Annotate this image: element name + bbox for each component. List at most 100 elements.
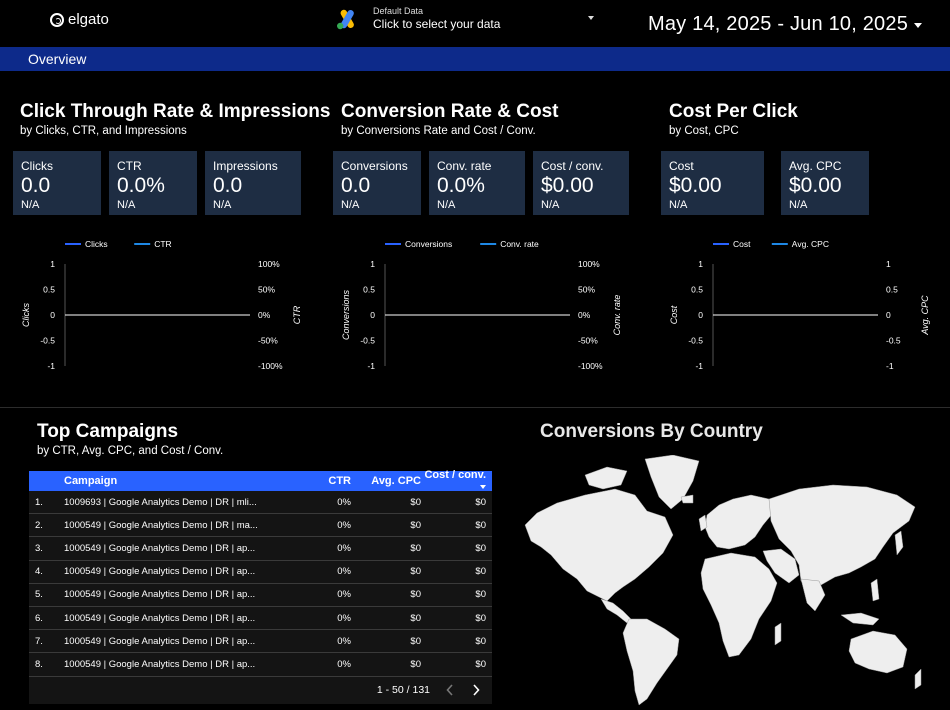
table-row[interactable]: 6. 1000549 | Google Analytics Demo | DR |…: [29, 606, 492, 631]
campaign-name: 1000549 | Google Analytics Demo | DR | m…: [64, 519, 289, 531]
avg-cpc-value: $0: [410, 658, 421, 670]
scorecard-delta: N/A: [117, 199, 136, 211]
clicks-ctr-chart: Clicks CTR 1 100% 0.5 50% 0 0% -0.5 -50% -1 -100% Cl…: [21, 239, 302, 371]
row-index: 7.: [35, 635, 43, 647]
map-region-madagascar: [774, 622, 782, 646]
world-map[interactable]: [523, 455, 923, 707]
data-source-caret-icon[interactable]: [588, 16, 594, 20]
scorecard-delta: N/A: [669, 199, 688, 211]
legend-label: Conv. rate: [500, 239, 539, 249]
cost-per-conv-value: $0: [475, 519, 486, 531]
chevron-left-icon: [446, 684, 453, 696]
ctr-value: 0%: [337, 519, 351, 531]
avg-cpc-value: $0: [410, 635, 421, 647]
scorecard-value: 0.0: [341, 174, 371, 197]
left-tick-label: 0: [370, 310, 375, 320]
right-tick-label: -1: [886, 361, 894, 371]
column-header-ctr[interactable]: CTR: [328, 475, 351, 487]
table-row[interactable]: 1. 1009693 | Google Analytics Demo | DR |…: [29, 491, 492, 515]
campaign-name: 1000549 | Google Analytics Demo | DR | a…: [64, 542, 289, 554]
left-tick-label: -0.5: [360, 336, 375, 346]
y-axis-title-right: Avg. CPC: [920, 295, 930, 336]
data-source-prompt[interactable]: Click to select your data: [373, 17, 501, 31]
ctr-value: 0%: [337, 496, 351, 508]
chevron-right-icon: [473, 684, 480, 696]
right-tick-label: 100%: [258, 259, 280, 269]
campaign-name: 1000549 | Google Analytics Demo | DR | a…: [64, 612, 289, 624]
scorecard-ctr: CTR 0.0% N/A: [109, 151, 197, 215]
right-tick-label: -50%: [258, 336, 278, 346]
page-nav: Overview: [0, 47, 950, 71]
section-title-map: Conversions By Country: [540, 421, 763, 442]
scorecard-cost-per-conv: Cost / conv. $0.00 N/A: [533, 151, 629, 215]
table-row[interactable]: 2. 1000549 | Google Analytics Demo | DR |…: [29, 514, 492, 538]
brand-name: elgato: [68, 11, 109, 28]
left-tick-label: -1: [367, 361, 375, 371]
right-tick-label: -100%: [578, 361, 603, 371]
scorecard-label: Clicks: [21, 159, 53, 173]
left-tick-label: -1: [695, 361, 703, 371]
scorecard-value: 0.0: [213, 174, 243, 197]
y-axis-title-left: Conversions: [341, 289, 351, 340]
section-subtitle-ctr: by Clicks, CTR, and Impressions: [20, 125, 187, 137]
ctr-value: 0%: [337, 542, 351, 554]
left-tick-label: 1: [698, 259, 703, 269]
section-title-cpc: Cost Per Click: [669, 101, 798, 122]
map-region-asia: [768, 484, 916, 596]
left-tick-label: 0.5: [43, 285, 55, 295]
sort-desc-icon: [480, 485, 486, 490]
table-row[interactable]: 3. 1000549 | Google Analytics Demo | DR |…: [29, 537, 492, 561]
column-header-campaign[interactable]: Campaign: [64, 475, 118, 487]
cost-per-conv-value: $0: [475, 496, 486, 508]
pagination-label: 1 - 50 / 131: [376, 684, 430, 696]
next-page-button[interactable]: [470, 683, 482, 697]
table-row[interactable]: 4. 1000549 | Google Analytics Demo | DR |…: [29, 560, 492, 584]
right-tick-label: 1: [886, 259, 891, 269]
left-tick-label: 0.5: [691, 285, 703, 295]
right-tick-label: 0%: [258, 310, 271, 320]
date-range-caret-icon[interactable]: [914, 23, 922, 28]
avg-cpc-value: $0: [410, 589, 421, 601]
right-tick-label: 50%: [258, 285, 275, 295]
cost-per-conv-value: $0: [475, 566, 486, 578]
right-tick-label: 0: [886, 310, 891, 320]
left-tick-label: -0.5: [688, 336, 703, 346]
campaign-name: 1000549 | Google Analytics Demo | DR | a…: [64, 658, 289, 670]
ctr-value: 0%: [337, 589, 351, 601]
conversions-rate-chart: Conversions Conv. rate 1 100% 0.5 50% 0 0% -0.5 -…: [341, 239, 622, 371]
y-axis-title-right: Conv. rate: [612, 295, 622, 336]
column-header-avg-cpc[interactable]: Avg. CPC: [371, 475, 421, 487]
section-title-campaigns: Top Campaigns: [37, 421, 179, 442]
scorecard-conv-rate: Conv. rate 0.0% N/A: [429, 151, 525, 215]
scorecard-value: $0.00: [669, 174, 722, 197]
legend-label: CTR: [154, 239, 171, 249]
scorecard-label: Cost / conv.: [541, 159, 604, 173]
scorecard-avg-cpc: Avg. CPC $0.00 N/A: [781, 151, 869, 215]
table-row[interactable]: 7. 1000549 | Google Analytics Demo | DR |…: [29, 630, 492, 654]
legend-label: Conversions: [405, 239, 452, 249]
data-source-selector[interactable]: Default Data Click to select your data: [335, 6, 500, 31]
cost-per-conv-value: $0: [475, 542, 486, 554]
google-ads-icon: [337, 9, 354, 29]
cost-per-conv-value: $0: [475, 635, 486, 647]
scorecard-label: Avg. CPC: [789, 159, 842, 173]
scorecard-delta: N/A: [213, 199, 232, 211]
table-row[interactable]: 5. 1000549 | Google Analytics Demo | DR |…: [29, 583, 492, 607]
table-row[interactable]: 8. 1000549 | Google Analytics Demo | DR |…: [29, 653, 492, 677]
avg-cpc-value: $0: [410, 519, 421, 531]
avg-cpc-value: $0: [410, 566, 421, 578]
scorecard-delta: N/A: [541, 199, 560, 211]
section-subtitle-cpc: by Cost, CPC: [669, 125, 739, 137]
scorecard-value: 0.0%: [437, 174, 485, 197]
map-region-europe: [704, 494, 774, 550]
scorecard-delta: N/A: [437, 199, 456, 211]
date-range-picker[interactable]: May 14, 2025 - Jun 10, 2025: [648, 13, 909, 35]
map-region-middle-east: [762, 548, 800, 584]
legend-label: Clicks: [85, 239, 108, 249]
prev-page-button[interactable]: [444, 683, 456, 697]
tab-overview[interactable]: Overview: [28, 51, 87, 67]
map-region-africa: [700, 552, 778, 658]
row-index: 3.: [35, 542, 43, 554]
map-region-india: [800, 578, 826, 612]
column-header-cost-per-conv[interactable]: Cost / conv.: [421, 469, 492, 493]
